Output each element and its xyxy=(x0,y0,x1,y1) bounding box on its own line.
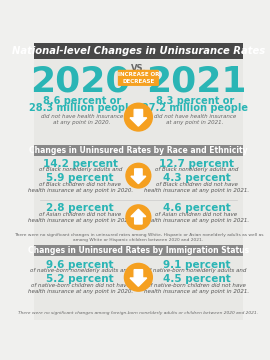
FancyBboxPatch shape xyxy=(34,145,243,156)
Polygon shape xyxy=(131,209,146,224)
Circle shape xyxy=(124,264,152,291)
Text: of Asian children did not have
health insurance at any point in 2020.: of Asian children did not have health in… xyxy=(28,212,133,223)
Polygon shape xyxy=(130,109,147,126)
FancyBboxPatch shape xyxy=(34,43,243,59)
Text: of Black children did not have
health insurance at any point in 2020.: of Black children did not have health in… xyxy=(28,182,133,193)
FancyBboxPatch shape xyxy=(34,156,243,245)
Text: of native-born nonelderly adults and: of native-born nonelderly adults and xyxy=(146,268,247,273)
Text: 2020: 2020 xyxy=(30,65,130,99)
Text: There were no significant changes among foreign-born nonelderly adults or childr: There were no significant changes among … xyxy=(18,311,258,315)
Text: did not have health insurance
at any point in 2021.: did not have health insurance at any poi… xyxy=(154,114,236,125)
Circle shape xyxy=(126,163,151,188)
Text: of Black children did not have
health insurance at any point in 2021.: of Black children did not have health in… xyxy=(144,182,249,193)
Text: Changes in Uninsured Rates by Race and Ethnicity: Changes in Uninsured Rates by Race and E… xyxy=(29,146,248,155)
Text: 12.7 percent: 12.7 percent xyxy=(159,159,234,169)
Text: of Asian children did not have
health insurance at any point in 2021.: of Asian children did not have health in… xyxy=(144,212,249,223)
Text: There were no significant changes in uninsured rates among White, Hispanic or As: There were no significant changes in uni… xyxy=(14,233,263,242)
Text: INCREASE OR
DECREASE: INCREASE OR DECREASE xyxy=(118,72,159,84)
Text: 2.8 percent: 2.8 percent xyxy=(46,203,114,213)
Text: 4.3 percent: 4.3 percent xyxy=(163,173,230,183)
Text: 5.2 percent: 5.2 percent xyxy=(46,274,114,284)
FancyBboxPatch shape xyxy=(34,256,243,320)
Text: of native-born nonelderly adults and: of native-born nonelderly adults and xyxy=(30,268,130,273)
Text: Changes in Uninsured Rates by Immigration Status: Changes in Uninsured Rates by Immigratio… xyxy=(28,246,249,255)
Text: VS.: VS. xyxy=(130,64,146,73)
Text: of Black nonelderly adults and: of Black nonelderly adults and xyxy=(155,167,238,172)
Text: of Black nonelderly adults and: of Black nonelderly adults and xyxy=(39,167,122,172)
Text: 27.2 million people: 27.2 million people xyxy=(142,103,248,113)
Text: 14.2 percent: 14.2 percent xyxy=(43,159,118,169)
FancyBboxPatch shape xyxy=(34,59,243,145)
Text: 4.6 percent: 4.6 percent xyxy=(163,203,230,213)
FancyBboxPatch shape xyxy=(34,245,243,256)
Polygon shape xyxy=(131,169,146,184)
Text: 9.1 percent: 9.1 percent xyxy=(163,260,230,270)
Circle shape xyxy=(124,103,152,131)
Text: 2021: 2021 xyxy=(146,65,247,99)
Text: 8.3 percent or: 8.3 percent or xyxy=(156,95,234,105)
Text: 4.5 percent: 4.5 percent xyxy=(163,274,230,284)
Text: of native-born children did not have
health insurance at any point in 2021.: of native-born children did not have hea… xyxy=(144,283,249,294)
Text: of native-born children did not have
health insurance at any point in 2020.: of native-born children did not have hea… xyxy=(28,283,133,294)
Polygon shape xyxy=(130,270,147,286)
Text: 8.6 percent or: 8.6 percent or xyxy=(43,95,121,105)
Circle shape xyxy=(126,205,151,230)
Text: 5.9 percent: 5.9 percent xyxy=(46,173,114,183)
Text: did not have health insurance
at any point in 2020.: did not have health insurance at any poi… xyxy=(41,114,123,125)
Text: National-level Changes in Uninsurance Rates: National-level Changes in Uninsurance Ra… xyxy=(12,46,265,56)
FancyBboxPatch shape xyxy=(118,70,159,86)
Text: 28.3 million people: 28.3 million people xyxy=(29,103,135,113)
Text: 9.6 percent: 9.6 percent xyxy=(46,260,114,270)
